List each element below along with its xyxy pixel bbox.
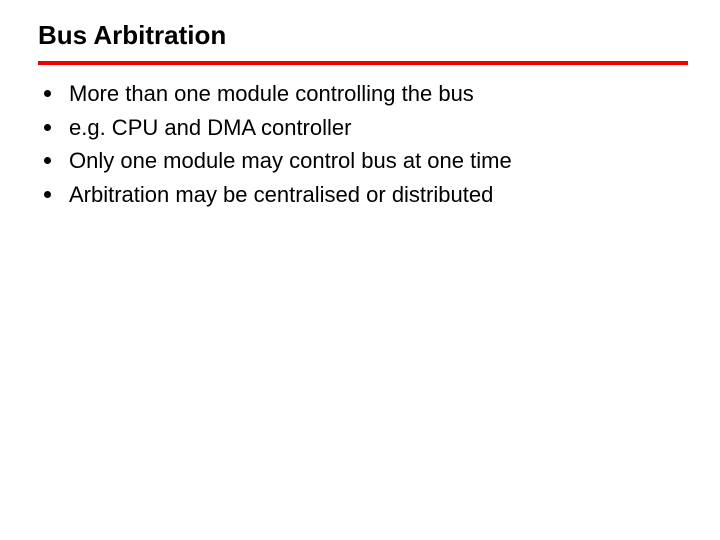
bullet-icon xyxy=(44,157,51,164)
slide-title: Bus Arbitration xyxy=(38,20,688,57)
title-block: Bus Arbitration xyxy=(38,20,688,65)
list-item: e.g. CPU and DMA controller xyxy=(44,113,688,143)
bullet-text: Arbitration may be centralised or distri… xyxy=(69,180,493,210)
bullet-icon xyxy=(44,191,51,198)
bullet-text: More than one module controlling the bus xyxy=(69,79,474,109)
bullet-icon xyxy=(44,124,51,131)
bullet-list: More than one module controlling the bus… xyxy=(38,79,688,210)
list-item: More than one module controlling the bus xyxy=(44,79,688,109)
slide: Bus Arbitration More than one module con… xyxy=(0,0,720,540)
bullet-text: Only one module may control bus at one t… xyxy=(69,146,512,176)
list-item: Arbitration may be centralised or distri… xyxy=(44,180,688,210)
bullet-text: e.g. CPU and DMA controller xyxy=(69,113,351,143)
list-item: Only one module may control bus at one t… xyxy=(44,146,688,176)
bullet-icon xyxy=(44,90,51,97)
